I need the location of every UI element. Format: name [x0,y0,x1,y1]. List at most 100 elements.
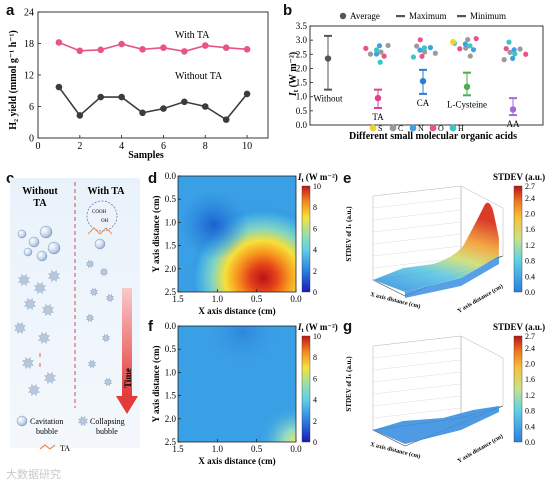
panel-b-ytick-label: 2.5 [296,49,308,59]
panel-b-ylabel: It (W m⁻²) [288,52,300,97]
panel-label-a: a [6,2,15,19]
panel-a-ytick-label: 24 [24,8,34,19]
molecule-atom [410,54,417,60]
molecule-atom [467,43,473,49]
panel-g-surface: STDEV of Iₜ (a.u.) X axis distance (cm) … [345,322,545,465]
legend-without-ta: Without TA [175,71,223,82]
atom-legend-label: S [378,124,382,133]
panel-b-max-mark [509,97,517,100]
panel-a-xtick-label: 6 [161,141,166,152]
panel-b-ytick-label: 3.5 [296,21,308,31]
panel-b-min-mark [324,88,332,91]
legend-with-ta: With TA [175,30,210,41]
panel-b-intensity-chart: 0.0 0.5 1.0 1.5 2.0 2.5 3.0 3.5 It (W m⁻²) Aver… [288,11,544,142]
surface-colorbar-tick-label: 2.0 [525,359,535,368]
panel-a-xtick-label: 2 [77,141,82,152]
heatmap-ytick-label: 1.0 [165,367,177,377]
molecule-atom [470,47,477,53]
panel-a-point [181,98,188,106]
collapsing-bubble [28,384,40,396]
heatmap-f-ylabel: Y axis distance (cm) [151,346,161,423]
panel-b-frame [309,25,544,126]
colorbar-tick-label: 0 [313,288,317,297]
atom-legend-label: O [438,124,444,133]
surface-g-xlabel: X axis distance (cm) [370,441,422,460]
surface-gridline [372,197,462,209]
panel-b-category-label: AA [507,119,520,129]
surface-gridline [372,383,462,395]
panel-a-xtick-label: 10 [242,141,252,152]
heatmap-d-frame [177,175,297,293]
label-without-ta: TA [33,198,47,209]
surface-e-floor [405,256,499,298]
heatmap-d-xlabel: X axis distance (cm) [198,306,275,316]
collapsing-bubble-small [87,359,97,369]
heatmap-ytick-label: 1.0 [165,217,177,227]
panel-d-heatmap: 1.5 1.0 0.5 0.0 0.0 0.5 1.0 1.5 2.0 2.5 X axis di… [151,171,338,316]
legend-minimum: Minimum [470,11,506,21]
heatmap-f-frame [177,325,297,443]
heatmap-ytick-label: 0.5 [165,194,177,204]
panel-a-point [160,105,167,112]
molecule-atom [457,46,463,52]
colorbar-tick-label: 8 [313,353,317,362]
time-label: Time [123,368,133,388]
oh-label: OH [101,219,109,224]
molecule-atom [503,46,509,52]
heatmap-f-corner [178,326,296,442]
panel-a-point [118,40,125,48]
colorbar-tick-label: 2 [313,267,317,276]
panel-b-average-point [463,83,471,91]
colorbar-tick-label: 10 [313,182,321,191]
surface-g-ylabel: Y axis distance (cm) [456,433,504,465]
label-without: Without [22,186,58,197]
heatmap-xtick-label: 1.5 [172,444,184,454]
molecule-atom [465,37,471,43]
surface-colorbar-tick-label: 1.2 [525,241,535,250]
panel-a-point [55,39,63,46]
panel-a-ytick-label: 18 [24,39,34,50]
time-arrow-head [116,396,138,414]
legend-maximum: Maximum [409,11,447,21]
panel-a-series-line [58,41,248,53]
surface-gridline [372,395,462,407]
collapsing-bubble-small [103,377,113,387]
molecule-atom [367,51,374,57]
legend-minimum-marker [457,15,466,18]
heatmap-ytick-label: 2.5 [165,437,177,447]
panel-b-category-label: CA [417,98,430,108]
surface-colorbar-tick-label: 0.8 [525,407,535,416]
panel-a-point [222,44,230,51]
panel-a-point [139,109,146,117]
atom-legend-C-icon [389,124,397,132]
panel-a-point [76,112,84,119]
panel-a-point [55,83,63,91]
surface-colorbar-tick-label: 2.4 [525,344,535,353]
colorbar-f [301,335,311,443]
panel-a-point [222,116,230,123]
heatmap-d-ylabel: Y axis distance (cm) [151,196,161,273]
cavitation-bubble [39,225,53,239]
collapsing-bubble [22,357,34,369]
surface-side-wall [460,335,504,419]
panel-b-average-point [419,77,427,85]
molecule-atom [377,59,383,65]
panel-a-ylabel: H₂ yield (mmol g⁻¹ h⁻¹) [8,30,19,130]
collapsing-bubble [24,298,36,310]
panel-b-min-mark [509,114,517,117]
panel-c-schematic: Without TA With TA COOH OH Time Cavitati… [10,178,140,453]
panel-a-point [97,93,105,101]
panel-a-point [97,46,105,54]
surface-back-wall [372,335,462,431]
panel-a-point [243,90,251,98]
collapsing-bubble [48,270,60,282]
legend-collapsing-1: Collapsing [90,417,125,426]
panel-b-max-mark [463,71,471,74]
cavitation-bubble-with-ta [94,238,106,250]
panel-b-ytick-label: 2.0 [296,63,308,73]
collapsing-bubble-small [85,259,95,269]
heatmap-ytick-label: 1.5 [165,241,177,251]
molecule-atom [473,36,479,42]
collapsing-bubble [14,322,26,334]
panel-a-xlabel: Samples [128,150,164,161]
